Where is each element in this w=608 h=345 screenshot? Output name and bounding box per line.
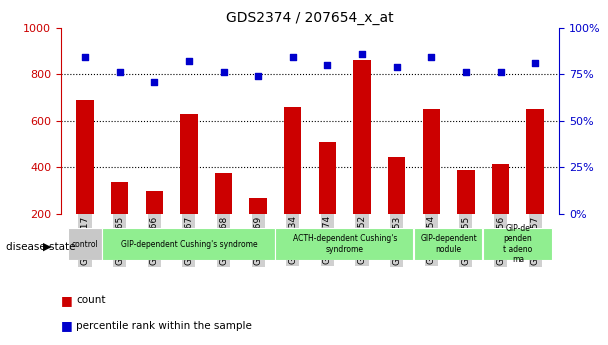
- Bar: [388, 157, 406, 214]
- Bar: [527, 109, 544, 214]
- Bar: [353, 60, 371, 214]
- Point: [496, 70, 505, 75]
- Title: GDS2374 / 207654_x_at: GDS2374 / 207654_x_at: [226, 11, 394, 25]
- Text: disease state: disease state: [6, 242, 75, 252]
- Bar: [492, 164, 509, 214]
- Point: [184, 58, 194, 64]
- Text: GIP-dependent Cushing's syndrome: GIP-dependent Cushing's syndrome: [120, 239, 257, 249]
- Bar: [275, 228, 413, 260]
- Bar: [249, 198, 267, 214]
- Point: [426, 55, 436, 60]
- Point: [322, 62, 332, 68]
- Point: [80, 55, 90, 60]
- Text: control: control: [72, 239, 98, 249]
- Bar: [284, 107, 302, 214]
- Point: [150, 79, 159, 85]
- Bar: [67, 228, 102, 260]
- Text: ACTH-dependent Cushing's
syndrome: ACTH-dependent Cushing's syndrome: [292, 234, 397, 254]
- Text: ■: ■: [61, 294, 72, 307]
- Text: ■: ■: [61, 319, 72, 333]
- Point: [461, 70, 471, 75]
- Bar: [319, 142, 336, 214]
- Bar: [111, 183, 128, 214]
- Point: [392, 64, 401, 69]
- Bar: [423, 109, 440, 214]
- Text: ▶: ▶: [43, 242, 52, 252]
- Text: GIP-dependent
nodule: GIP-dependent nodule: [420, 234, 477, 254]
- Bar: [457, 170, 474, 214]
- Point: [530, 60, 540, 66]
- Bar: [215, 173, 232, 214]
- Bar: [146, 190, 163, 214]
- Bar: [414, 228, 483, 260]
- Point: [288, 55, 298, 60]
- Text: percentile rank within the sample: percentile rank within the sample: [76, 321, 252, 331]
- Bar: [102, 228, 275, 260]
- Text: count: count: [76, 295, 106, 305]
- Text: GIP-de
penden
t adeno
ma: GIP-de penden t adeno ma: [503, 224, 533, 264]
- Bar: [483, 228, 551, 260]
- Bar: [180, 114, 198, 214]
- Point: [219, 70, 229, 75]
- Bar: [77, 100, 94, 214]
- Point: [357, 51, 367, 57]
- Point: [254, 73, 263, 79]
- Point: [115, 70, 125, 75]
